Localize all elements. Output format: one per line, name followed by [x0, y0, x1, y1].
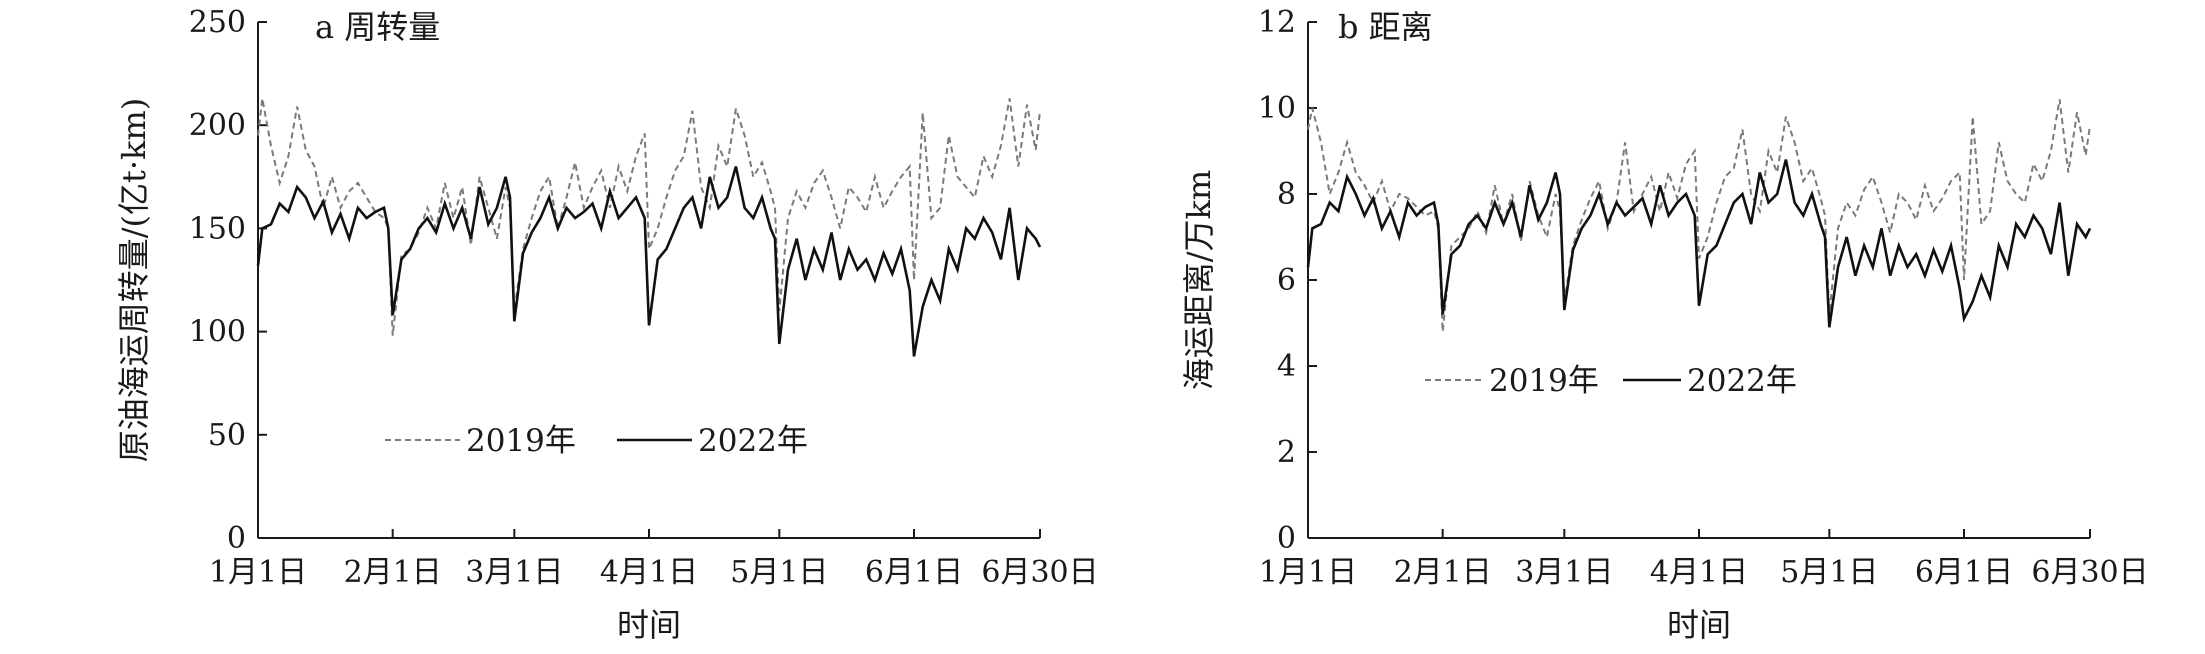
- legend-label: 2019年: [1489, 363, 1599, 399]
- x-tick-label: 2月1日: [1394, 555, 1492, 590]
- y-tick-label: 50: [208, 418, 246, 453]
- x-tick-label: 3月1日: [465, 555, 563, 590]
- y-tick-label: 2: [1277, 435, 1296, 470]
- legend-label: 2022年: [1687, 363, 1797, 399]
- y-tick-label: 200: [189, 108, 246, 143]
- y-axis-title: 原油海运周转量/(亿t·km): [115, 98, 153, 463]
- x-axis-title: 时间: [617, 606, 681, 644]
- x-tick-label: 6月1日: [1915, 555, 2013, 590]
- y-tick-label: 8: [1277, 177, 1296, 212]
- x-axis-title: 时间: [1667, 606, 1731, 644]
- y-tick-label: 0: [1277, 521, 1296, 556]
- x-tick-label: 6月30日: [2031, 555, 2148, 590]
- x-tick-label: 1月1日: [1259, 555, 1357, 590]
- y-tick-label: 150: [189, 211, 246, 246]
- legend-label: 2022年: [698, 423, 808, 459]
- series-line-2022: [256, 166, 1042, 357]
- x-tick-label: 6月1日: [865, 555, 963, 590]
- y-tick-label: 100: [189, 315, 246, 350]
- x-tick-label: 6月30日: [981, 555, 1098, 590]
- y-tick-label: 250: [189, 5, 246, 40]
- y-tick-label: 6: [1277, 263, 1296, 298]
- y-tick-label: 12: [1258, 5, 1296, 40]
- y-tick-label: 0: [227, 521, 246, 556]
- series-line-2022: [1306, 159, 2092, 328]
- chart-panel-b: 0 2 4 6 8 10 12 1月1日 2月1日 3月1日 4月1日 5月1日 6月1日 6月30日 b …: [1180, 5, 2149, 644]
- x-tick-label: 3月1日: [1515, 555, 1613, 590]
- panel-title: a 周转量: [315, 8, 440, 46]
- series-line-2019: [257, 98, 1041, 336]
- x-tick-label: 1月1日: [209, 555, 307, 590]
- chart-panel-a: 0 50 100 150 200 250 1月1日 2月1日 3月1日 4月1日 5月1日 6月1日 6…: [115, 5, 1099, 644]
- y-tick-label: 4: [1277, 349, 1296, 384]
- x-tick-label: 4月1日: [1650, 555, 1748, 590]
- legend: 2019年 2022年: [385, 423, 808, 459]
- x-tick-label: 5月1日: [1780, 555, 1878, 590]
- x-tick-label: 4月1日: [600, 555, 698, 590]
- x-tick-label: 2月1日: [344, 555, 442, 590]
- panel-title: b 距离: [1338, 8, 1433, 46]
- legend: 2019年 2022年: [1425, 363, 1797, 399]
- legend-label: 2019年: [466, 423, 576, 459]
- y-axis-title: 海运距离/万km: [1180, 170, 1218, 391]
- y-tick-label: 10: [1258, 91, 1296, 126]
- x-tick-label: 5月1日: [730, 555, 828, 590]
